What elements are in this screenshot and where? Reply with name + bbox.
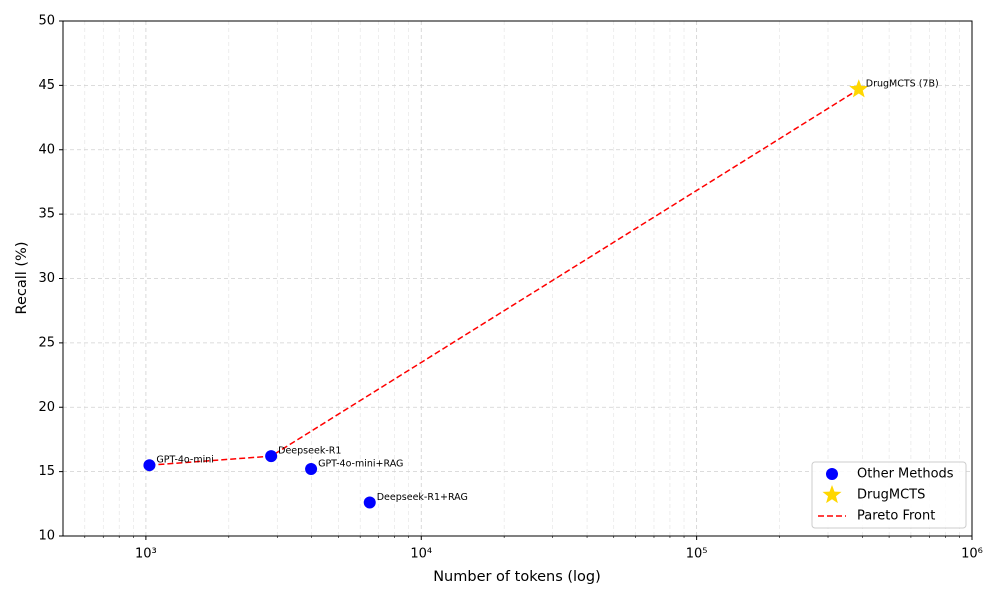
y-tick-label: 30 [38, 271, 55, 286]
y-tick-label: 45 [38, 78, 55, 93]
y-tick-label: 25 [38, 335, 55, 350]
point-label: Deepseek-R1+RAG [377, 492, 468, 503]
point [305, 463, 318, 476]
legend-label: Pareto Front [857, 509, 935, 524]
x-tick-label: 10⁶ [961, 547, 983, 562]
x-tick-label: 10⁴ [410, 547, 432, 562]
legend-marker [822, 485, 842, 504]
legend-box [811, 461, 967, 529]
x-axis-label: Number of tokens (log) [433, 569, 601, 585]
y-tick-label: 35 [38, 207, 55, 222]
legend-label: DrugMCTS [857, 488, 925, 503]
point [363, 496, 376, 509]
point-label: GPT-4o-mini [156, 455, 213, 466]
x-tick-label: 10³ [135, 547, 157, 562]
plot-frame [62, 20, 973, 537]
y-tick-label: 40 [38, 142, 55, 157]
y-tick-label: 50 [38, 14, 55, 29]
x-tick-label: 10⁵ [686, 547, 708, 562]
y-tick-label: 10 [38, 529, 55, 544]
point [143, 459, 156, 472]
y-axis-label: Recall (%) [14, 242, 30, 315]
point [849, 79, 869, 98]
point [265, 450, 278, 463]
point-label: DrugMCTS (7B) [866, 79, 939, 90]
point-label: Deepseek-R1 [278, 446, 341, 457]
point-label: GPT-4o-mini+RAG [318, 459, 403, 470]
y-tick-label: 15 [38, 464, 55, 479]
y-tick-label: 20 [38, 400, 55, 415]
legend-label: Other Methods [857, 467, 954, 482]
legend-marker [826, 468, 838, 480]
